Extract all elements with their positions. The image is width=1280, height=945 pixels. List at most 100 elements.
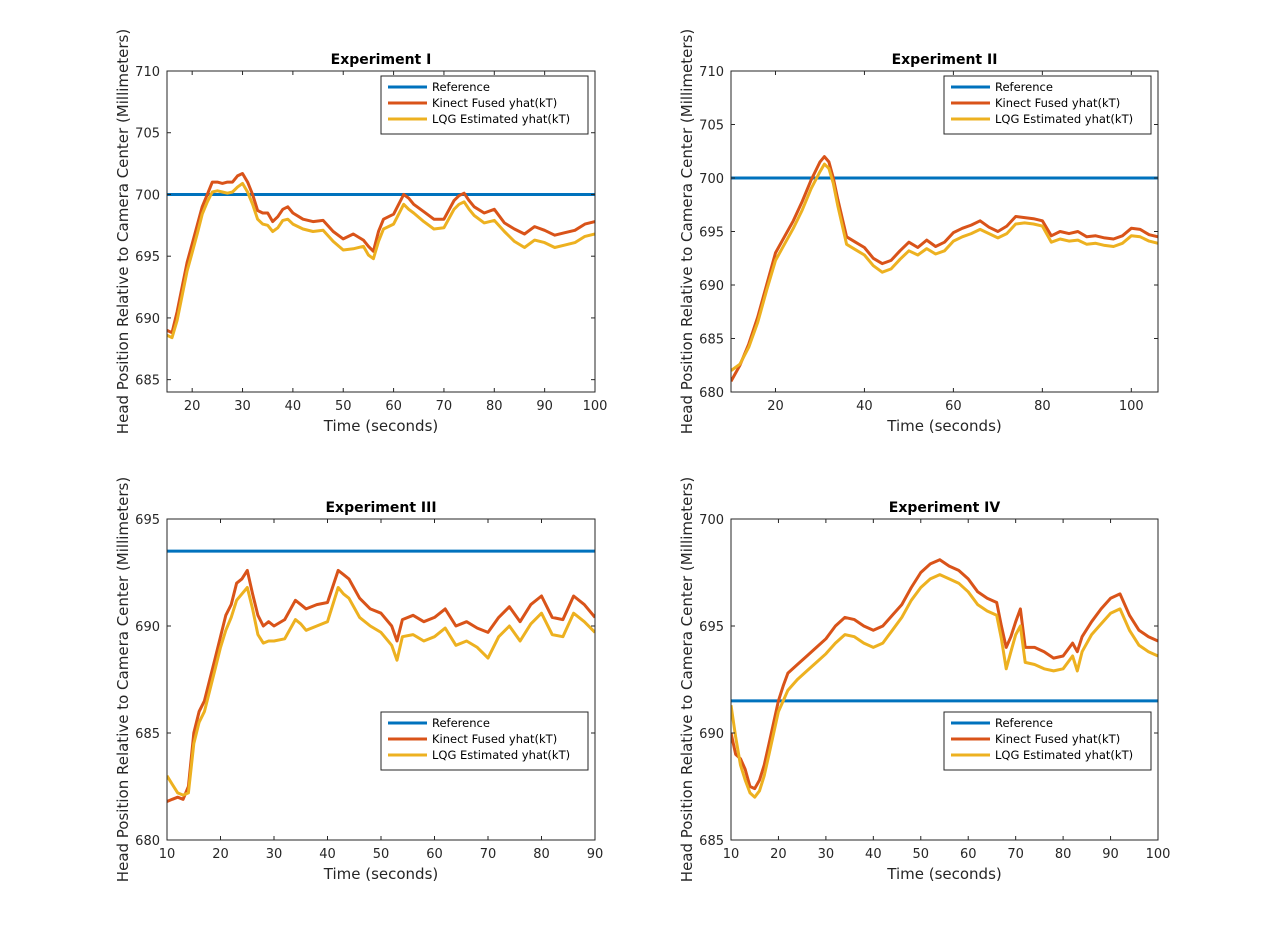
y-tick-label: 710 — [699, 65, 724, 80]
x-tick-label: 70 — [480, 847, 497, 862]
chart-title: Experiment III — [325, 500, 436, 516]
x-tick-label: 70 — [436, 399, 453, 414]
y-tick-label: 685 — [135, 727, 160, 742]
y-axis-label: Head Position Relative to Camera Center … — [114, 29, 132, 434]
x-tick-label: 70 — [1007, 847, 1024, 862]
axes-frame — [730, 518, 1159, 841]
series-group — [731, 558, 1158, 799]
x-tick-label: 10 — [723, 847, 740, 862]
y-tick-label: 690 — [135, 312, 160, 327]
series-line-1 — [167, 172, 595, 335]
legend-label-2: LQG Estimated yhat(kT) — [995, 748, 1133, 762]
legend-label-0: Reference — [995, 716, 1053, 730]
x-tick-label: 20 — [212, 847, 229, 862]
x-tick-label: 60 — [960, 847, 977, 862]
y-tick-label: 705 — [699, 119, 724, 134]
x-tick-label: 40 — [319, 847, 336, 862]
x-axis-label: Time (seconds) — [886, 865, 1002, 883]
legend-label-2: LQG Estimated yhat(kT) — [432, 112, 570, 126]
x-tick-label: 50 — [373, 847, 390, 862]
x-tick-label: 20 — [770, 847, 787, 862]
y-tick-label: 690 — [699, 727, 724, 742]
legend-label-2: LQG Estimated yhat(kT) — [995, 112, 1133, 126]
legend: Reference Kinect Fused yhat(kT) LQG Estima… — [380, 711, 589, 771]
y-tick-label: 685 — [699, 834, 724, 849]
y-axis-label: Head Position Relative to Camera Center … — [678, 477, 696, 882]
axes-4: 10 20 30 40 50 60 70 80 90 100 685 690 695 700 Experim… — [678, 477, 1170, 883]
x-tick-label: 100 — [1119, 399, 1144, 414]
x-tick-label: 100 — [583, 399, 608, 414]
legend: Reference Kinect Fused yhat(kT) LQG Estima… — [943, 711, 1152, 771]
x-tick-label: 80 — [1034, 399, 1051, 414]
axes-frame — [166, 70, 596, 393]
series-group — [731, 155, 1158, 383]
x-tick-label: 30 — [818, 847, 835, 862]
x-tick-label: 90 — [536, 399, 553, 414]
x-tick-label: 30 — [266, 847, 283, 862]
legend-label-0: Reference — [995, 80, 1053, 94]
x-axis-label: Time (seconds) — [323, 417, 439, 435]
y-tick-label: 700 — [699, 513, 724, 528]
series-line-1 — [731, 155, 1158, 383]
y-axis-label: Head Position Relative to Camera Center … — [678, 29, 696, 434]
series-line-2 — [167, 181, 595, 340]
legend-label-2: LQG Estimated yhat(kT) — [432, 748, 570, 762]
x-tick-label: 80 — [486, 399, 503, 414]
axes-2: 20 40 60 80 100 680 685 690 695 700 705 710 Experime… — [678, 29, 1159, 435]
x-tick-label: 80 — [1055, 847, 1072, 862]
series-line-2 — [731, 162, 1158, 372]
legend-label-0: Reference — [432, 716, 490, 730]
x-tick-label: 40 — [865, 847, 882, 862]
y-tick-label: 695 — [699, 620, 724, 635]
x-tick-label: 40 — [285, 399, 302, 414]
x-tick-label: 10 — [159, 847, 176, 862]
y-tick-label: 705 — [135, 127, 160, 142]
y-tick-label: 685 — [135, 374, 160, 389]
series-line-2 — [731, 573, 1158, 799]
x-tick-label: 50 — [335, 399, 352, 414]
x-tick-label: 20 — [184, 399, 201, 414]
chart-title: Experiment II — [892, 52, 998, 68]
series-group — [167, 549, 595, 803]
x-tick-label: 60 — [385, 399, 402, 414]
x-tick-label: 40 — [856, 399, 873, 414]
y-tick-label: 700 — [699, 172, 724, 187]
x-tick-label: 20 — [767, 399, 784, 414]
plot-area — [167, 519, 595, 840]
x-axis-label: Time (seconds) — [886, 417, 1002, 435]
chart-title: Experiment I — [331, 52, 432, 68]
x-tick-label: 90 — [1102, 847, 1119, 862]
y-tick-label: 700 — [135, 188, 160, 203]
x-tick-label: 60 — [945, 399, 962, 414]
x-tick-label: 100 — [1146, 847, 1171, 862]
plot-area — [731, 519, 1158, 840]
y-tick-label: 690 — [135, 620, 160, 635]
x-axis-label: Time (seconds) — [323, 865, 439, 883]
legend-label-1: Kinect Fused yhat(kT) — [995, 96, 1120, 110]
series-line-1 — [731, 558, 1158, 791]
legend-label-1: Kinect Fused yhat(kT) — [995, 732, 1120, 746]
chart-title: Experiment IV — [889, 500, 1001, 516]
x-tick-label: 30 — [234, 399, 251, 414]
legend-label-1: Kinect Fused yhat(kT) — [432, 732, 557, 746]
x-tick-label: 60 — [426, 847, 443, 862]
series-group — [167, 172, 595, 340]
y-tick-label: 695 — [699, 226, 724, 241]
legend-label-0: Reference — [432, 80, 490, 94]
x-tick-label: 80 — [533, 847, 550, 862]
y-tick-label: 695 — [135, 250, 160, 265]
y-tick-label: 695 — [135, 513, 160, 528]
legend: Reference Kinect Fused yhat(kT) LQG Estima… — [943, 75, 1152, 135]
legend: Reference Kinect Fused yhat(kT) LQG Estima… — [380, 75, 589, 135]
y-tick-label: 710 — [135, 65, 160, 80]
series-line-2 — [167, 586, 595, 797]
x-tick-label: 50 — [913, 847, 930, 862]
y-tick-label: 680 — [699, 386, 724, 401]
x-tick-label: 90 — [587, 847, 604, 862]
y-tick-label: 685 — [699, 333, 724, 348]
axes-1: 20 30 40 50 60 70 80 90 100 685 690 695 700 705 710 Exp… — [114, 29, 607, 435]
legend-label-1: Kinect Fused yhat(kT) — [432, 96, 557, 110]
axes-3: 10 20 30 40 50 60 70 80 90 680 685 690 695 Experiment… — [114, 477, 603, 883]
y-tick-label: 690 — [699, 279, 724, 294]
